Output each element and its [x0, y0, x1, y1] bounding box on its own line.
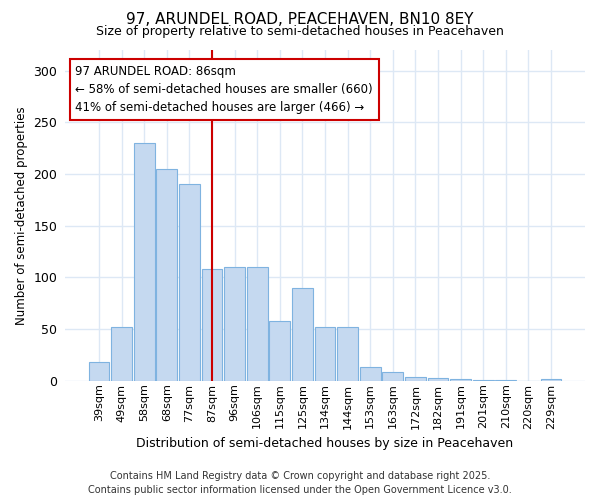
- Bar: [428, 378, 448, 381]
- Bar: [269, 321, 290, 381]
- Bar: [292, 288, 313, 381]
- Bar: [360, 368, 380, 381]
- Bar: [179, 184, 200, 381]
- Bar: [314, 327, 335, 381]
- Bar: [247, 267, 268, 381]
- Bar: [405, 376, 426, 381]
- Bar: [337, 327, 358, 381]
- Bar: [202, 269, 223, 381]
- Bar: [157, 169, 177, 381]
- Text: Contains HM Land Registry data © Crown copyright and database right 2025.
Contai: Contains HM Land Registry data © Crown c…: [88, 471, 512, 495]
- Bar: [111, 327, 132, 381]
- Bar: [450, 378, 471, 381]
- Bar: [541, 378, 562, 381]
- Bar: [134, 143, 155, 381]
- Text: Size of property relative to semi-detached houses in Peacehaven: Size of property relative to semi-detach…: [96, 25, 504, 38]
- Bar: [224, 267, 245, 381]
- X-axis label: Distribution of semi-detached houses by size in Peacehaven: Distribution of semi-detached houses by …: [136, 437, 514, 450]
- Bar: [89, 362, 109, 381]
- Bar: [473, 380, 494, 381]
- Bar: [496, 380, 516, 381]
- Bar: [382, 372, 403, 381]
- Y-axis label: Number of semi-detached properties: Number of semi-detached properties: [15, 106, 28, 324]
- Text: 97, ARUNDEL ROAD, PEACEHAVEN, BN10 8EY: 97, ARUNDEL ROAD, PEACEHAVEN, BN10 8EY: [126, 12, 474, 28]
- Text: 97 ARUNDEL ROAD: 86sqm
← 58% of semi-detached houses are smaller (660)
41% of se: 97 ARUNDEL ROAD: 86sqm ← 58% of semi-det…: [76, 65, 373, 114]
